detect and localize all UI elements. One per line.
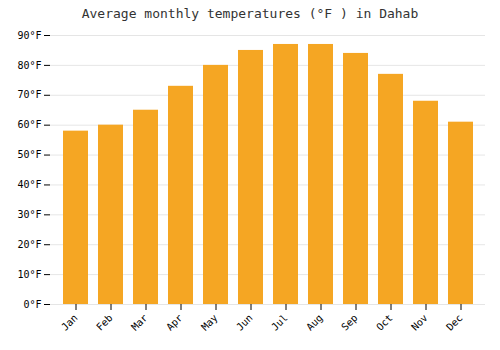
svg-text:Sep: Sep [339,312,360,333]
svg-text:80°F: 80°F [17,60,41,71]
svg-text:Nov: Nov [409,312,430,333]
svg-text:50°F: 50°F [17,149,41,160]
svg-text:0°F: 0°F [23,299,41,310]
svg-text:Jan: Jan [59,312,80,333]
svg-text:May: May [199,312,220,333]
svg-text:Apr: Apr [164,312,185,333]
svg-text:70°F: 70°F [17,89,41,100]
svg-text:Dec: Dec [444,312,465,333]
svg-text:20°F: 20°F [17,239,41,250]
html-text:Average monthly temperatures (: Average monthly temperatures (°F ) in Da… [81,6,419,21]
svg-text:Mar: Mar [129,312,150,333]
svg-text:30°F: 30°F [17,209,41,220]
svg-text:10°F: 10°F [17,269,41,280]
svg-text:Aug: Aug [304,312,325,333]
svg-text:90°F: 90°F [17,30,41,41]
svg-text:Jul: Jul [269,312,290,333]
svg-text:60°F: 60°F [17,119,41,130]
svg-text:Feb: Feb [94,312,115,333]
svg-text:Oct: Oct [374,312,395,333]
svg-text:Jun: Jun [234,312,255,333]
svg-text:40°F: 40°F [17,179,41,190]
